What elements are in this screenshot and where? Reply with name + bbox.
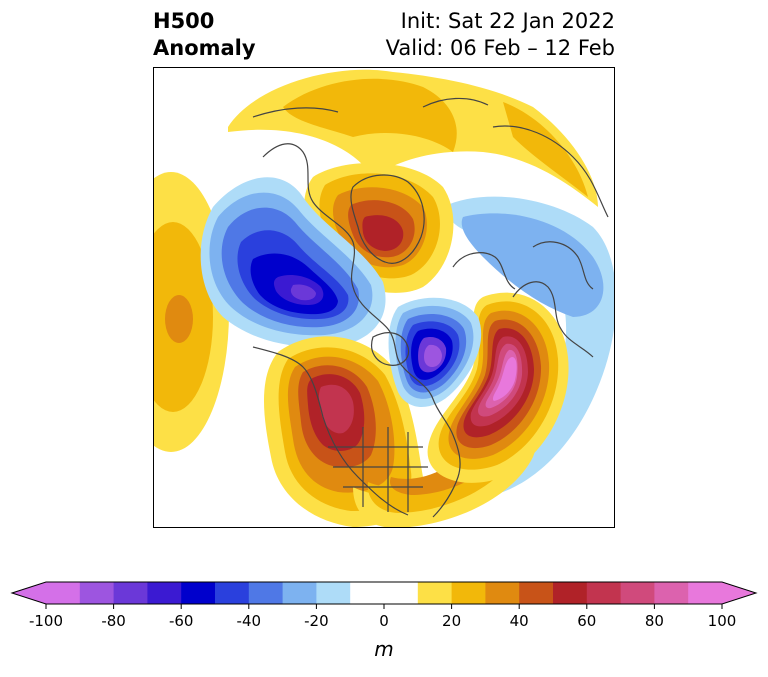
- coastlines: [252, 97, 609, 518]
- chart-title-left: H500 Anomaly: [153, 8, 256, 62]
- colorbar-extend-low: [12, 582, 46, 604]
- colorbar-unit: m: [374, 637, 393, 661]
- colorbar-bin: [282, 582, 317, 604]
- colorbar-bin: [46, 582, 81, 604]
- colorbar-tick-label: -100: [29, 612, 63, 630]
- anomaly-arctic-positive: [228, 69, 598, 207]
- anomaly-canada-negative: [388, 297, 482, 407]
- colorbar-bin: [620, 582, 655, 604]
- colorbar-tick-label: 0: [379, 612, 389, 630]
- anomaly-russia-negative: [443, 196, 615, 493]
- colorbar-bin: [215, 582, 250, 604]
- colorbar-bin: [688, 582, 723, 604]
- init-date: Init: Sat 22 Jan 2022: [400, 9, 615, 33]
- colorbar: -100 -80 -60 -40 -20 0 20 40 60 80 100 m: [0, 578, 768, 673]
- colorbar-bin: [147, 582, 182, 604]
- colorbar-bin: [181, 582, 216, 604]
- colorbar-tick-label: 60: [577, 612, 596, 630]
- colorbar-bin: [417, 582, 452, 604]
- anomaly-alaska-negative: [200, 177, 386, 348]
- chart-title-right: Init: Sat 22 Jan 2022 Valid: 06 Feb – 12…: [386, 8, 615, 62]
- anomaly-west-na-positive: [263, 336, 425, 527]
- colorbar-bin: [248, 582, 283, 604]
- colorbar-bin: [485, 582, 520, 604]
- colorbar-bin: [316, 582, 351, 604]
- colorbar-bin: [654, 582, 689, 604]
- colorbar-tick-label: -80: [101, 612, 126, 630]
- colorbar-bin: [113, 582, 148, 604]
- colorbar-bin: [519, 582, 554, 604]
- colorbar-bin: [79, 582, 114, 604]
- title-type: Anomaly: [153, 36, 256, 60]
- colorbar-bin: [451, 582, 486, 604]
- colorbar-tick-label: 100: [708, 612, 737, 630]
- valid-range: Valid: 06 Feb – 12 Feb: [385, 36, 615, 60]
- anomaly-map: [153, 67, 615, 528]
- colorbar-tick-label: 20: [442, 612, 461, 630]
- colorbar-ticks: -100 -80 -60 -40 -20 0 20 40 60 80 100: [29, 604, 736, 630]
- colorbar-tick-label: 40: [510, 612, 529, 630]
- colorbar-tick-label: -40: [237, 612, 262, 630]
- colorbar-bin: [350, 582, 419, 604]
- colorbar-extend-high: [722, 582, 756, 604]
- colorbar-bin: [586, 582, 621, 604]
- colorbar-bins: [10, 581, 758, 605]
- colorbar-tick-label: -60: [169, 612, 194, 630]
- title-variable: H500: [153, 9, 215, 33]
- colorbar-bin: [553, 582, 588, 604]
- colorbar-tick-label: 80: [645, 612, 664, 630]
- anomaly-atlantic-positive: [427, 292, 569, 483]
- colorbar-tick-label: -20: [304, 612, 329, 630]
